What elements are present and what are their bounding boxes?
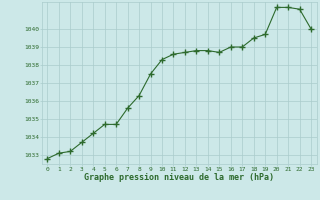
X-axis label: Graphe pression niveau de la mer (hPa): Graphe pression niveau de la mer (hPa) [84, 173, 274, 182]
